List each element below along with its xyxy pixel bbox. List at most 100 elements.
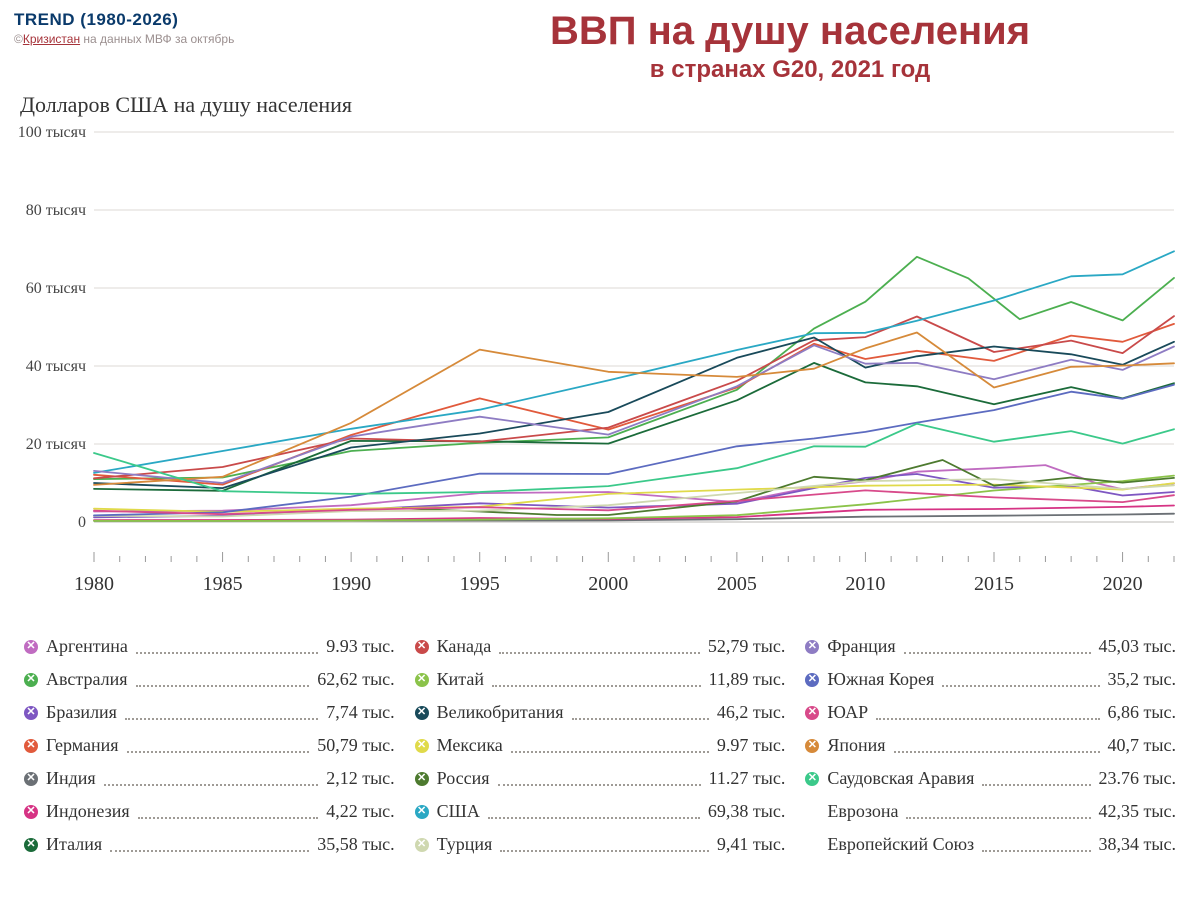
legend-name: Турция <box>437 834 493 855</box>
svg-text:20 тысяч: 20 тысяч <box>26 436 86 453</box>
legend-value: 35,2 тыс. <box>1108 669 1176 690</box>
legend-dots <box>904 639 1091 654</box>
trend-block: TREND (1980-2026) ©Кризистан на данных М… <box>14 10 394 46</box>
legend-marker-icon: ✕ <box>805 772 819 786</box>
legend-value: 42,35 тыс. <box>1099 801 1176 822</box>
legend-value: 6,86 тыс. <box>1108 702 1176 723</box>
legend-dots <box>104 771 319 786</box>
svg-text:2005: 2005 <box>717 573 757 595</box>
legend-dots <box>127 738 310 753</box>
svg-text:80 тысяч: 80 тысяч <box>26 202 86 219</box>
svg-text:60 тысяч: 60 тысяч <box>26 280 86 297</box>
legend-marker-icon: ✕ <box>415 640 429 654</box>
legend-value: 46,2 тыс. <box>717 702 785 723</box>
legend-item: ✕Китай11,89 тыс. <box>415 669 786 690</box>
legend-item: ✕Канада52,79 тыс. <box>415 636 786 657</box>
legend-value: 2,12 тыс. <box>326 768 394 789</box>
trend-label: TREND (1980-2026) <box>14 10 394 30</box>
legend-name: Бразилия <box>46 702 117 723</box>
source-prefix: © <box>14 32 23 46</box>
svg-text:1985: 1985 <box>203 573 243 595</box>
legend-dots <box>511 738 709 753</box>
legend-value: 40,7 тыс. <box>1108 735 1176 756</box>
title-block: ВВП на душу населения в странах G20, 202… <box>394 10 1186 84</box>
svg-text:1990: 1990 <box>331 573 371 595</box>
legend-name: Япония <box>827 735 885 756</box>
legend-item: Еврозона42,35 тыс. <box>805 801 1176 822</box>
legend-dots <box>498 771 701 786</box>
svg-text:2010: 2010 <box>845 573 885 595</box>
legend-item: ✕ Мексика 9.97 тыс. <box>415 735 786 756</box>
legend-item: ✕ США 69,38 тыс. <box>415 801 786 822</box>
svg-text:1995: 1995 <box>460 573 500 595</box>
legend-marker-icon: ✕ <box>415 772 429 786</box>
chart: 020 тысяч40 тысяч60 тысяч80 тысяч100 тыс… <box>14 122 1182 622</box>
legend-name: Индонезия <box>46 801 130 822</box>
legend-dots <box>125 705 318 720</box>
legend-name: Великобритания <box>437 702 564 723</box>
main-title: ВВП на душу населения <box>394 10 1186 52</box>
legend-item: ✕ЮАР6,86 тыс. <box>805 702 1176 723</box>
legend-item: ✕Италия35,58 тыс. <box>24 834 395 855</box>
svg-text:100 тысяч: 100 тысяч <box>18 124 86 141</box>
legend-marker-icon: ✕ <box>415 673 429 687</box>
legend-value: 4,22 тыс. <box>326 801 394 822</box>
legend-name: Аргентина <box>46 636 128 657</box>
legend-value: 11,89 тыс. <box>709 669 786 690</box>
legend-name: Южная Корея <box>827 669 934 690</box>
svg-text:2000: 2000 <box>588 573 628 595</box>
legend-name: Италия <box>46 834 102 855</box>
legend-value: 9.97 тыс. <box>717 735 785 756</box>
legend-value: 9,41 тыс. <box>717 834 785 855</box>
legend-item: ✕Саудовская Аравия23.76 тыс. <box>805 768 1176 789</box>
legend-dots <box>136 639 318 654</box>
legend-value: 38,34 тыс. <box>1099 834 1176 855</box>
legend-dots <box>942 672 1099 687</box>
legend-item: ✕ Турция 9,41 тыс. <box>415 834 786 855</box>
svg-text:1980: 1980 <box>74 573 114 595</box>
legend-dots <box>110 837 309 852</box>
legend-name: Германия <box>46 735 119 756</box>
legend-marker-icon: ✕ <box>415 838 429 852</box>
legend-name: США <box>437 801 480 822</box>
legend-item: ✕Аргентина9.93 тыс. <box>24 636 395 657</box>
legend-value: 62,62 тыс. <box>317 669 394 690</box>
legend-value: 69,38 тыс. <box>708 801 785 822</box>
legend-value: 45,03 тыс. <box>1099 636 1176 657</box>
legend-item: ✕ Южная Корея 35,2 тыс. <box>805 669 1176 690</box>
legend-marker-icon: ✕ <box>805 706 819 720</box>
source-line: ©Кризистан на данных МВФ за октябрь <box>14 32 394 46</box>
legend-name: Австралия <box>46 669 128 690</box>
legend-value: 52,79 тыс. <box>708 636 785 657</box>
legend-dots <box>488 804 700 819</box>
legend-item: ✕Бразилия7,74 тыс. <box>24 702 395 723</box>
legend-item: ✕ Индия 2,12 тыс. <box>24 768 395 789</box>
legend-dots <box>982 837 1090 852</box>
legend-item: ✕ Великобритания 46,2 тыс. <box>415 702 786 723</box>
legend-marker-icon: ✕ <box>415 739 429 753</box>
legend: ✕Аргентина9.93 тыс.✕Канада52,79 тыс.✕Фра… <box>14 636 1186 855</box>
legend-name: Индия <box>46 768 96 789</box>
legend-marker-icon: ✕ <box>415 805 429 819</box>
legend-dots <box>499 639 700 654</box>
legend-item: ✕Германия50,79 тыс. <box>24 735 395 756</box>
svg-text:2020: 2020 <box>1103 573 1143 595</box>
legend-marker-icon: ✕ <box>24 805 38 819</box>
legend-marker-icon: ✕ <box>24 640 38 654</box>
legend-name: Россия <box>437 768 490 789</box>
legend-item: ✕ Австралия 62,62 тыс. <box>24 669 395 690</box>
legend-dots <box>138 804 319 819</box>
legend-name: Мексика <box>437 735 503 756</box>
legend-item: ✕Франция45,03 тыс. <box>805 636 1176 657</box>
sub-title: в странах G20, 2021 год <box>394 56 1186 84</box>
legend-marker-icon: ✕ <box>415 706 429 720</box>
legend-marker-icon: ✕ <box>805 673 819 687</box>
legend-item: ✕Россия11.27 тыс. <box>415 768 786 789</box>
legend-dots <box>876 705 1099 720</box>
y-axis-label: Долларов США на душу населения <box>20 92 1186 118</box>
legend-marker-icon: ✕ <box>24 673 38 687</box>
svg-text:2015: 2015 <box>974 573 1014 595</box>
page-root: TREND (1980-2026) ©Кризистан на данных М… <box>0 0 1200 900</box>
legend-marker-icon: ✕ <box>24 772 38 786</box>
source-link[interactable]: Кризистан <box>23 32 80 46</box>
